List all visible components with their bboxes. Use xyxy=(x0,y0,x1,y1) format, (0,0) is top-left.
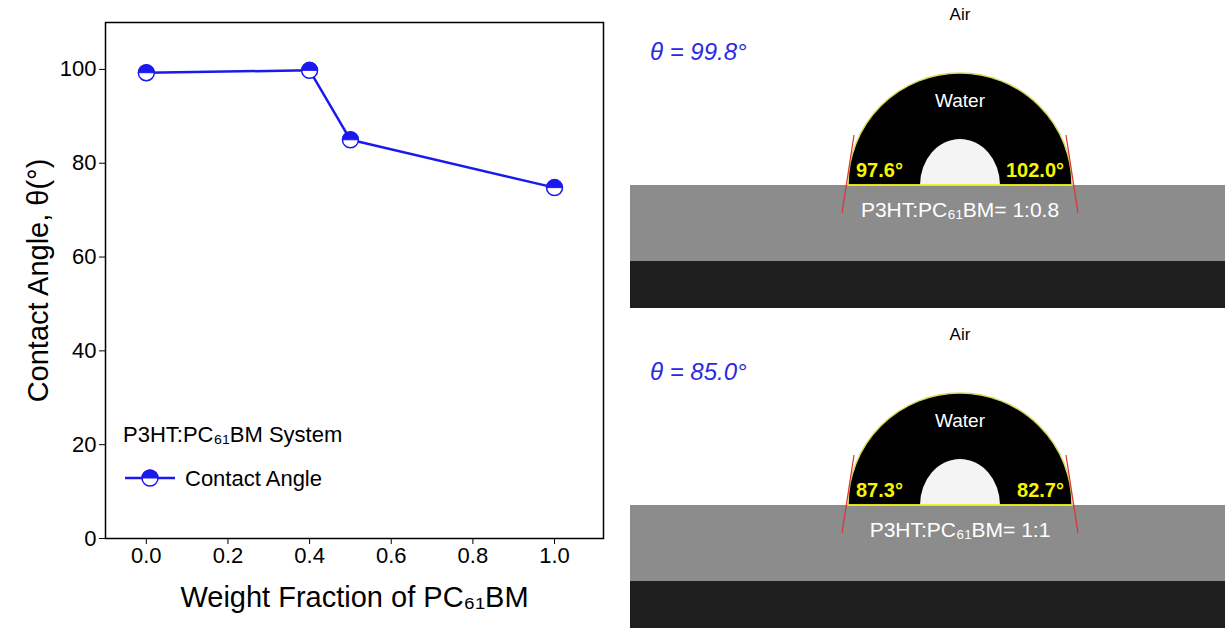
svg-text:40: 40 xyxy=(72,338,96,363)
svg-text:100: 100 xyxy=(60,56,97,81)
svg-text:97.6°: 97.6° xyxy=(856,159,903,181)
svg-text:0.8: 0.8 xyxy=(458,543,489,568)
svg-text:0.2: 0.2 xyxy=(213,543,244,568)
svg-text:Weight Fraction of PC₆₁BM: Weight Fraction of PC₆₁BM xyxy=(180,581,528,613)
svg-text:P3HT:PC₆₁BM= 1:1: P3HT:PC₆₁BM= 1:1 xyxy=(870,518,1051,541)
svg-text:θ = 99.8°: θ = 99.8° xyxy=(650,38,747,65)
svg-text:1.0: 1.0 xyxy=(539,543,570,568)
svg-text:0: 0 xyxy=(84,526,96,551)
svg-text:87.3°: 87.3° xyxy=(856,479,903,501)
svg-text:0.4: 0.4 xyxy=(294,543,325,568)
svg-text:P3HT:PC₆₁BM= 1:0.8: P3HT:PC₆₁BM= 1:0.8 xyxy=(861,198,1059,221)
svg-text:82.7°: 82.7° xyxy=(1017,479,1064,501)
svg-text:0.0: 0.0 xyxy=(131,543,162,568)
svg-text:θ = 85.0°: θ = 85.0° xyxy=(650,358,747,385)
svg-text:20: 20 xyxy=(72,432,96,457)
svg-text:Water: Water xyxy=(935,410,986,431)
svg-text:P3HT:PC₆₁BM System: P3HT:PC₆₁BM System xyxy=(123,422,342,447)
svg-text:80: 80 xyxy=(72,150,96,175)
svg-text:Air: Air xyxy=(950,5,971,24)
svg-text:102.0°: 102.0° xyxy=(1006,159,1064,181)
svg-text:60: 60 xyxy=(72,244,96,269)
svg-text:Contact Angle: Contact Angle xyxy=(185,466,322,491)
svg-text:Contact Angle, θ(°): Contact Angle, θ(°) xyxy=(22,159,54,403)
svg-text:Water: Water xyxy=(935,90,986,111)
svg-text:0.6: 0.6 xyxy=(376,543,407,568)
svg-text:Air: Air xyxy=(950,325,971,344)
